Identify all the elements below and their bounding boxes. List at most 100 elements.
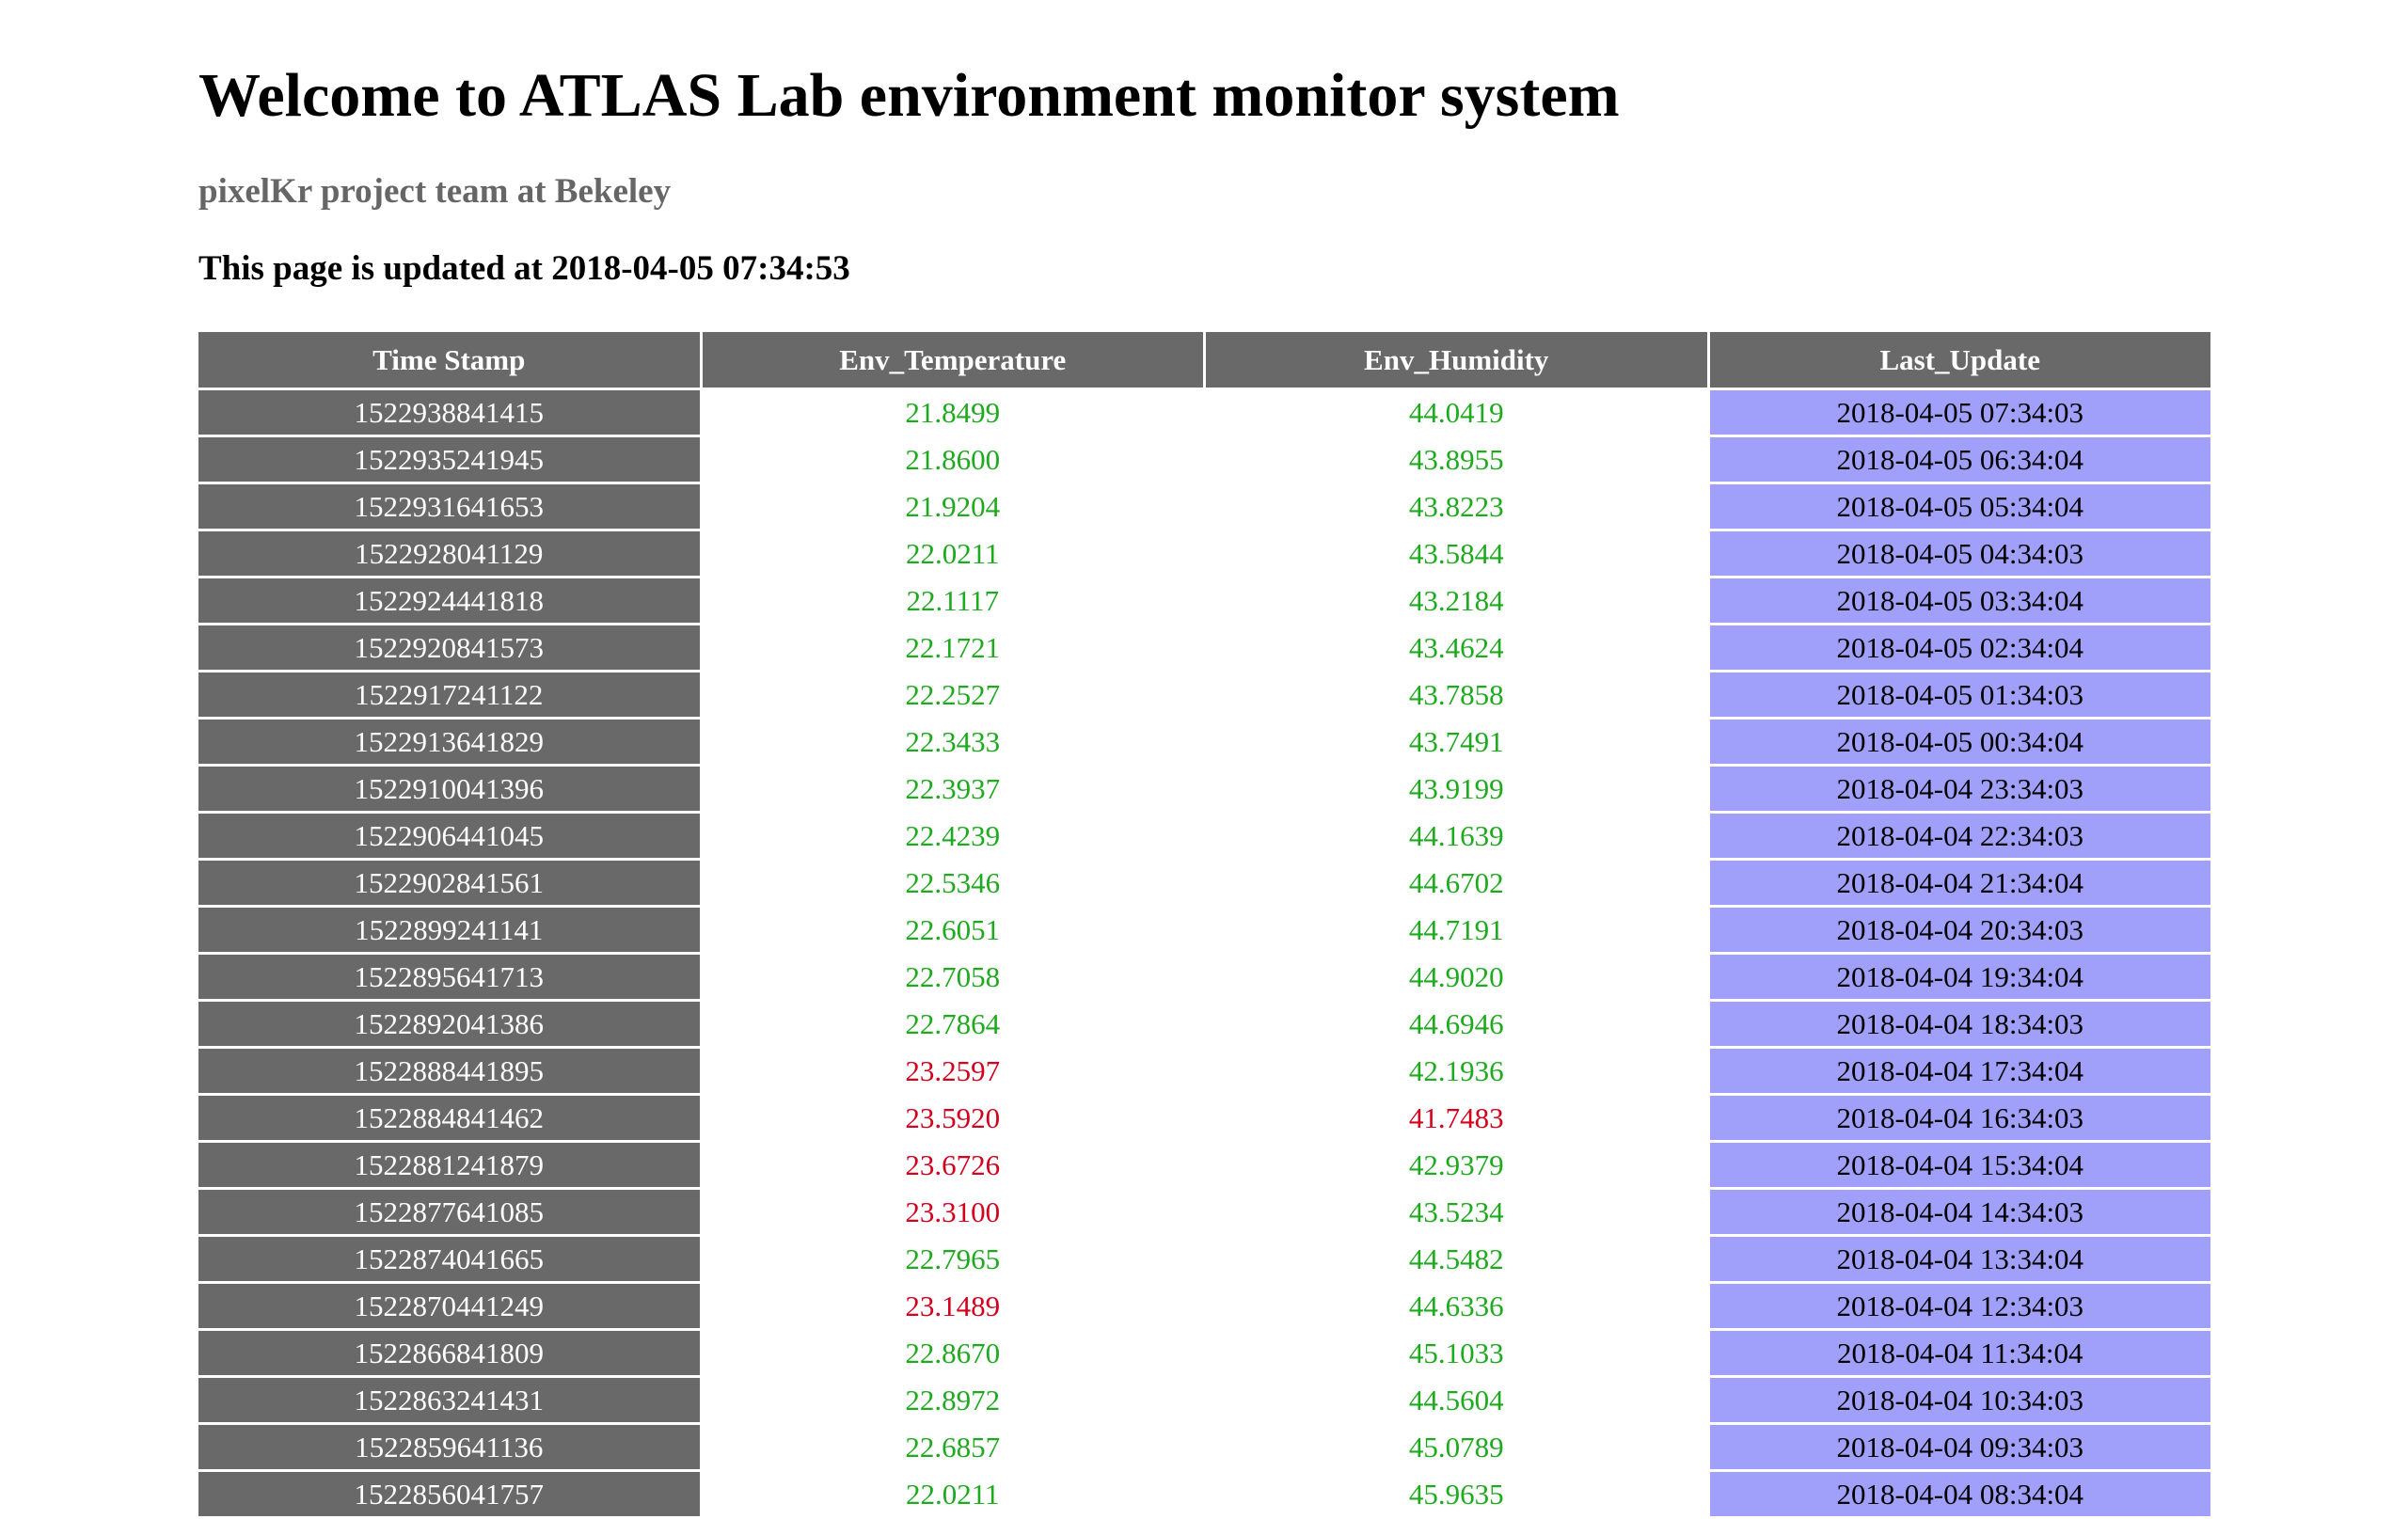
cell-env-humidity: 43.4624 [1408,631,1504,664]
page-title: Welcome to ATLAS Lab environment monitor… [198,61,1620,130]
table-row: 1522917241122 22.2527 43.7858 2018-04-05 01… [198,672,2210,717]
cell-env-humidity: 45.1033 [1408,1337,1504,1369]
cell-env-temperature: 22.1117 [906,584,999,617]
cell-time-stamp: 1522881241879 [198,1143,700,1187]
cell-last-update: 2018-04-05 03:34:04 [1709,578,2210,623]
cell-time-stamp: 1522906441045 [198,814,700,858]
cell-time-stamp: 1522895641713 [198,955,700,999]
cell-env-temperature: 22.0211 [905,537,1000,570]
table-row: 1522924441818 22.1117 43.2184 2018-04-05 03… [198,578,2210,623]
cell-last-update: 2018-04-05 00:34:04 [1709,720,2210,764]
cell-env-temperature: 22.6857 [905,1431,1001,1464]
table-row: 1522920841573 22.1721 43.4624 2018-04-05 02… [198,625,2210,670]
table-row: 1522902841561 22.5346 44.6702 2018-04-04 21… [198,861,2210,905]
cell-time-stamp: 1522866841809 [198,1331,700,1375]
cell-time-stamp: 1522888441895 [198,1049,700,1093]
table-row: 1522892041386 22.7864 44.6946 2018-04-04 18… [198,1002,2210,1046]
column-header-last-update: Last_Update [1709,332,2210,388]
table-row: 1522877641085 23.3100 43.5234 2018-04-04 14… [198,1190,2210,1234]
cell-env-humidity: 45.9635 [1408,1478,1504,1511]
cell-last-update: 2018-04-04 11:34:04 [1709,1331,2210,1375]
cell-last-update: 2018-04-04 10:34:03 [1709,1378,2210,1422]
cell-env-temperature: 22.5346 [905,866,1001,899]
cell-last-update: 2018-04-04 20:34:03 [1709,908,2210,952]
cell-env-humidity: 43.7858 [1408,678,1504,711]
cell-last-update: 2018-04-05 01:34:03 [1709,672,2210,717]
cell-time-stamp: 1522859641136 [198,1425,700,1469]
column-header-time-stamp: Time Stamp [198,332,700,388]
cell-env-temperature: 22.7864 [905,1007,1001,1040]
cell-last-update: 2018-04-04 18:34:03 [1709,1002,2210,1046]
cell-time-stamp: 1522874041665 [198,1237,700,1281]
cell-env-temperature: 23.3100 [905,1195,1001,1228]
cell-env-temperature: 22.7058 [905,960,1001,993]
cell-time-stamp: 1522928041129 [198,531,700,576]
cell-env-humidity: 44.5604 [1408,1384,1504,1416]
cell-env-humidity: 43.8955 [1408,443,1504,476]
cell-last-update: 2018-04-04 09:34:03 [1709,1425,2210,1469]
cell-env-humidity: 43.5844 [1408,537,1504,570]
cell-env-humidity: 43.9199 [1408,772,1504,805]
cell-env-humidity: 42.1936 [1408,1054,1504,1087]
cell-env-humidity: 44.6946 [1408,1007,1504,1040]
cell-last-update: 2018-04-04 16:34:03 [1709,1096,2210,1140]
cell-env-humidity: 45.0789 [1408,1431,1504,1464]
column-header-env-humidity: Env_Humidity [1206,332,1707,388]
cell-env-temperature: 23.6726 [905,1148,1001,1181]
cell-time-stamp: 1522910041396 [198,767,700,811]
table-row: 1522881241879 23.6726 42.9379 2018-04-04 15… [198,1143,2210,1187]
page-subtitle: pixelKr project team at Bekeley [198,172,672,211]
cell-last-update: 2018-04-04 14:34:03 [1709,1190,2210,1234]
cell-time-stamp: 1522924441818 [198,578,700,623]
cell-env-temperature: 22.7965 [905,1242,1001,1275]
cell-time-stamp: 1522892041386 [198,1002,700,1046]
table-row: 1522870441249 23.1489 44.6336 2018-04-04 12… [198,1284,2210,1328]
cell-time-stamp: 1522899241141 [198,908,700,952]
table-row: 1522935241945 21.8600 43.8955 2018-04-05 06… [198,437,2210,482]
table-row: 1522928041129 22.0211 43.5844 2018-04-05 04… [198,531,2210,576]
cell-time-stamp: 1522884841462 [198,1096,700,1140]
cell-last-update: 2018-04-05 04:34:03 [1709,531,2210,576]
table-row: 1522888441895 23.2597 42.1936 2018-04-04 17… [198,1049,2210,1093]
table-row: 1522910041396 22.3937 43.9199 2018-04-04 23… [198,767,2210,811]
cell-time-stamp: 1522913641829 [198,720,700,764]
cell-last-update: 2018-04-05 07:34:03 [1709,390,2210,435]
cell-env-humidity: 44.7191 [1408,913,1504,946]
table-body: 1522938841415 21.8499 44.0419 2018-04-05 07… [198,390,2210,1516]
table-row: 1522874041665 22.7965 44.5482 2018-04-04 13… [198,1237,2210,1281]
cell-env-humidity: 41.7483 [1408,1101,1504,1134]
cell-env-humidity: 44.6702 [1408,866,1504,899]
cell-time-stamp: 1522902841561 [198,861,700,905]
cell-time-stamp: 1522935241945 [198,437,700,482]
cell-time-stamp: 1522877641085 [198,1190,700,1234]
update-timestamp: This page is updated at 2018-04-05 07:34… [198,249,850,288]
cell-env-temperature: 22.1721 [905,631,1001,664]
cell-last-update: 2018-04-05 05:34:04 [1709,484,2210,529]
cell-env-temperature: 21.8600 [905,443,1001,476]
cell-last-update: 2018-04-04 15:34:04 [1709,1143,2210,1187]
cell-env-humidity: 43.8223 [1408,490,1504,523]
cell-time-stamp: 1522938841415 [198,390,700,435]
cell-time-stamp: 1522870441249 [198,1284,700,1328]
table-row: 1522931641653 21.9204 43.8223 2018-04-05 05… [198,484,2210,529]
cell-env-humidity: 44.6336 [1408,1290,1504,1322]
cell-env-humidity: 44.0419 [1408,396,1504,429]
cell-env-temperature: 23.2597 [905,1054,1001,1087]
cell-env-humidity: 44.5482 [1408,1242,1504,1275]
environment-data-table: Time Stamp Env_Temperature Env_Humidity … [196,329,2213,1519]
cell-last-update: 2018-04-04 22:34:03 [1709,814,2210,858]
cell-env-temperature: 22.4239 [905,819,1001,852]
cell-env-humidity: 42.9379 [1408,1148,1504,1181]
table-row: 1522856041757 22.0211 45.9635 2018-04-04 08… [198,1472,2210,1516]
cell-last-update: 2018-04-04 19:34:04 [1709,955,2210,999]
cell-env-temperature: 22.6051 [905,913,1001,946]
cell-last-update: 2018-04-05 06:34:04 [1709,437,2210,482]
cell-env-humidity: 43.7491 [1408,725,1504,758]
cell-last-update: 2018-04-04 21:34:04 [1709,861,2210,905]
cell-env-temperature: 23.1489 [905,1290,1001,1322]
cell-last-update: 2018-04-04 13:34:04 [1709,1237,2210,1281]
table-row: 1522863241431 22.8972 44.5604 2018-04-04 10… [198,1378,2210,1422]
cell-last-update: 2018-04-05 02:34:04 [1709,625,2210,670]
cell-env-temperature: 22.8972 [905,1384,1001,1416]
cell-env-temperature: 22.0211 [905,1478,1000,1511]
